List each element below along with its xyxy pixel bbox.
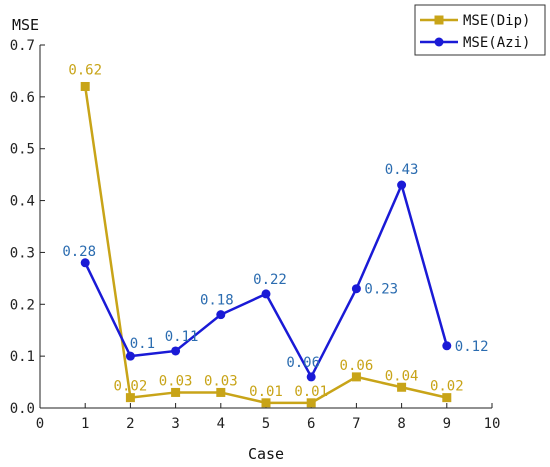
x-tick-label: 3 [171,416,179,432]
y-tick-label: 0.0 [10,401,35,417]
y-tick-label: 0.7 [10,38,35,54]
data-label: 0.06 [286,355,320,371]
data-point [397,382,407,392]
series-dip: 0.620.02 0.03 0.030.01 0.010.060.040.02 [68,62,464,408]
data-label: 0.01 [249,384,283,400]
legend-items: MSE(Dip) MSE(Azi) [420,13,530,51]
x-tick-label: 4 [217,416,225,432]
data-point [125,393,135,403]
data-label: 0.01 [294,384,328,400]
data-point [171,346,181,356]
data-label: 0.23 [364,282,398,298]
data-point [261,398,271,408]
legend-box [414,4,546,56]
data-label: 0.43 [385,162,419,178]
data-label: 0.04 [385,368,419,384]
data-label: 0.1 [130,336,155,352]
x-tick-label: 2 [126,416,134,432]
data-point [216,310,226,320]
data-label: 0.12 [455,339,489,355]
x-tick-label: 8 [397,416,405,432]
y-tick-label: 0.1 [10,349,35,365]
data-point [397,180,407,190]
x-axis-title: Case [248,445,284,463]
x-tick-label: 0 [36,416,44,432]
data-point [80,81,90,91]
data-point [80,258,90,268]
axes: 0 1 2 3 4 5 6 7 8 9 10 0.0 0.1 0.2 0.3 0.4 0.5 0.6 0.7 [10,38,501,432]
legend-marker [434,37,444,47]
y-tick-label: 0.3 [10,245,35,261]
data-point [351,284,361,294]
data-label: 0.18 [200,293,234,309]
legend-label: MSE(Azi) [463,35,530,51]
data-label: 0.03 [204,373,238,389]
data-point [306,398,316,408]
data-label: 0.02 [114,379,148,395]
x-tick-label: 5 [262,416,270,432]
x-tick-label: 6 [307,416,315,432]
series-layer: 0.620.02 0.03 0.030.01 0.010.060.040.020.28… [62,62,489,408]
data-point [216,387,226,397]
data-label: 0.11 [165,329,199,345]
data-label: 0.28 [62,244,96,260]
y-tick-label: 0.5 [10,142,35,158]
legend: MSE(Dip) MSE(Azi) [414,4,546,56]
data-point [442,341,452,351]
legend-marker [434,15,444,25]
data-label: 0.06 [340,358,374,374]
data-label: 0.03 [159,373,193,389]
data-point [125,351,135,361]
data-label: 0.02 [430,379,464,395]
y-axis-title: MSE [12,16,39,34]
x-tick-label: 7 [352,416,360,432]
data-label: 0.62 [68,62,102,78]
x-tick-label: 10 [484,416,501,432]
data-point [442,393,452,403]
x-tick-label: 9 [443,416,451,432]
y-tick-label: 0.6 [10,90,35,106]
x-tick-label: 1 [81,416,89,432]
y-tick-label: 0.2 [10,297,35,313]
y-tick-label: 0.4 [10,194,35,210]
data-point [261,289,271,299]
data-label: 0.22 [253,272,287,288]
legend-label: MSE(Dip) [463,13,530,29]
series-azi: 0.28 0.1 0.11 0.18 0.22 0.06 0.23 0.43 0.12 [62,162,489,382]
data-point [351,372,361,382]
data-point [306,372,316,382]
data-point [171,387,181,397]
